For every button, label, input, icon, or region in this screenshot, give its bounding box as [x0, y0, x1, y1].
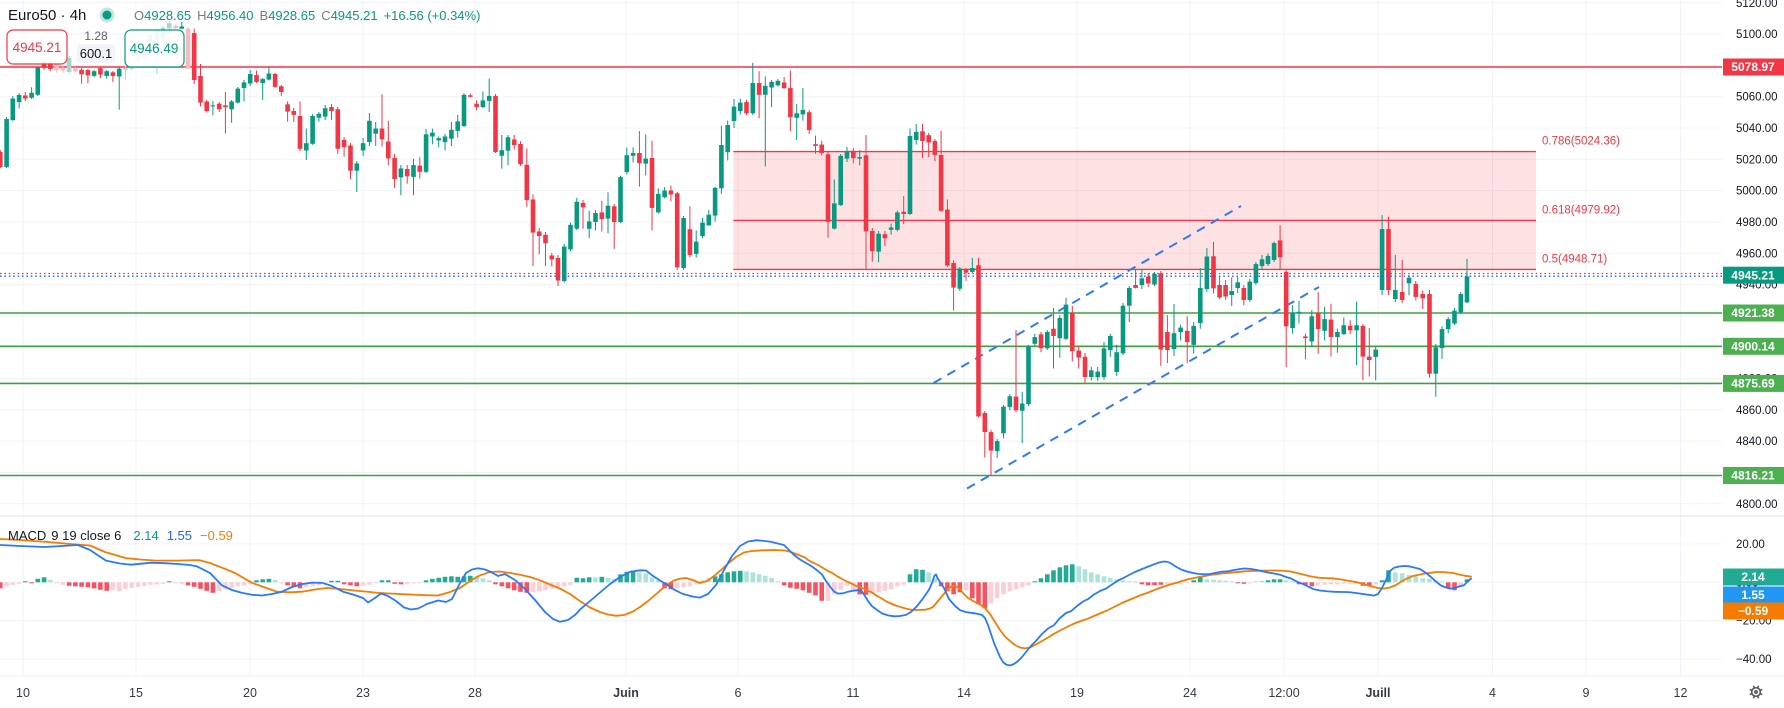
svg-text:−40.00: −40.00	[1736, 654, 1772, 666]
svg-text:1.28: 1.28	[84, 29, 108, 43]
svg-text:4840.00: 4840.00	[1736, 436, 1778, 448]
svg-text:0.786(5024.36): 0.786(5024.36)	[1542, 136, 1620, 148]
svg-text:1.55: 1.55	[1741, 588, 1765, 602]
svg-text:4875.69: 4875.69	[1731, 377, 1775, 391]
svg-text:2.14: 2.14	[1741, 570, 1765, 584]
svg-text:6: 6	[735, 686, 742, 700]
svg-text:4945.21: 4945.21	[13, 40, 62, 55]
svg-text:4946.49: 4946.49	[130, 41, 179, 56]
svg-text:−0.59: −0.59	[1738, 604, 1769, 618]
svg-text:28: 28	[468, 686, 482, 700]
svg-text:4921.38: 4921.38	[1731, 306, 1775, 320]
svg-text:10: 10	[16, 686, 30, 700]
svg-text:4980.00: 4980.00	[1736, 217, 1778, 229]
svg-text:11: 11	[847, 686, 860, 700]
svg-text:4900.14: 4900.14	[1731, 340, 1775, 354]
svg-text:0.618(4979.92): 0.618(4979.92)	[1542, 205, 1620, 217]
svg-text:4800.00: 4800.00	[1736, 499, 1778, 511]
svg-text:600.1: 600.1	[80, 46, 113, 61]
svg-text:5078.97: 5078.97	[1731, 60, 1775, 74]
svg-text:Juin: Juin	[613, 686, 639, 700]
svg-text:15: 15	[129, 686, 143, 700]
svg-text:24: 24	[1183, 686, 1197, 700]
svg-text:5120.00: 5120.00	[1736, 0, 1778, 10]
svg-text:0.5(4948.71): 0.5(4948.71)	[1542, 254, 1607, 266]
svg-text:20.00: 20.00	[1736, 539, 1765, 551]
svg-text:19: 19	[1070, 686, 1084, 700]
svg-text:Juill: Juill	[1365, 686, 1390, 700]
svg-text:5040.00: 5040.00	[1736, 123, 1778, 135]
svg-text:4945.21: 4945.21	[1731, 268, 1775, 282]
svg-text:4: 4	[1489, 686, 1496, 700]
svg-text:5100.00: 5100.00	[1736, 29, 1778, 41]
svg-text:23: 23	[356, 686, 370, 700]
svg-text:5020.00: 5020.00	[1736, 154, 1778, 166]
svg-text:5000.00: 5000.00	[1736, 186, 1778, 198]
svg-text:Euro50 · 4h: Euro50 · 4h	[8, 7, 86, 24]
svg-text:20: 20	[243, 686, 257, 700]
svg-text:12: 12	[1674, 686, 1688, 700]
svg-text:4960.00: 4960.00	[1736, 248, 1778, 260]
svg-text:14: 14	[957, 686, 971, 700]
svg-text:4860.00: 4860.00	[1736, 405, 1778, 417]
svg-text:9: 9	[1583, 686, 1590, 700]
svg-text:5060.00: 5060.00	[1736, 92, 1778, 104]
svg-text:12:00: 12:00	[1268, 686, 1299, 700]
svg-text:4816.21: 4816.21	[1731, 469, 1775, 483]
